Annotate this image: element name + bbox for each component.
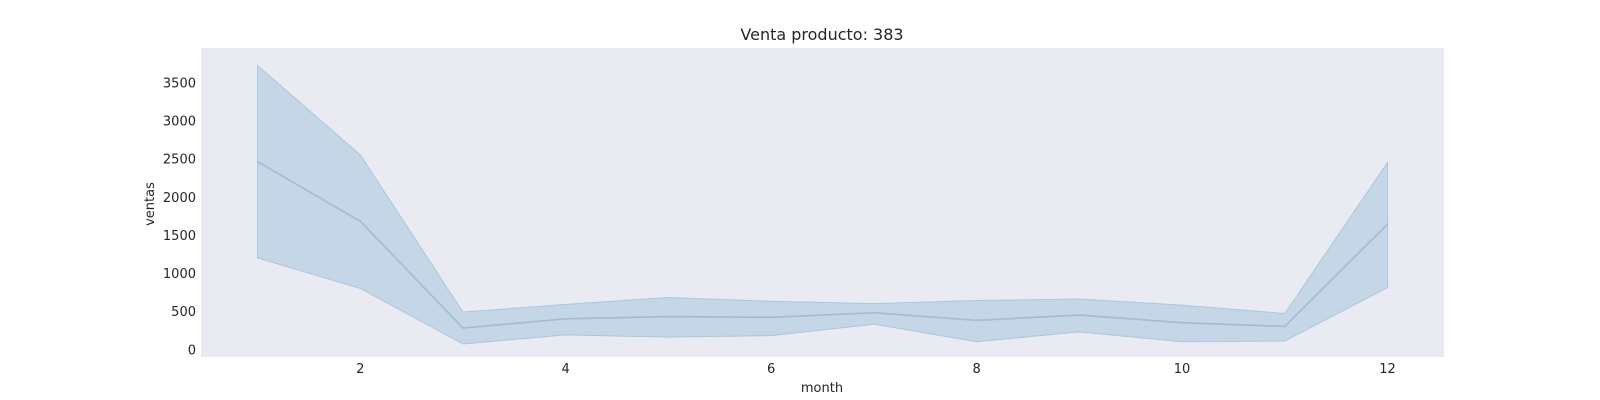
x-axis-ticks: 2 4 6 8 10 12 — [356, 362, 1396, 377]
chart-title: Venta producto: 383 — [740, 25, 903, 44]
y-tick-label: 0 — [188, 343, 196, 358]
y-tick-label: 1000 — [163, 267, 196, 282]
y-axis-label: ventas — [143, 182, 158, 226]
x-tick-label: 4 — [562, 362, 570, 377]
confidence-band-0 — [257, 64, 1388, 345]
x-tick-label: 8 — [972, 362, 980, 377]
x-tick-label: 12 — [1379, 362, 1396, 377]
y-tick-label: 2500 — [163, 153, 196, 168]
y-tick-label: 2000 — [163, 191, 196, 206]
y-tick-label: 500 — [171, 305, 196, 320]
series-line-layer — [257, 160, 1389, 329]
series-line-0 — [257, 160, 1389, 329]
y-tick-label: 3000 — [163, 114, 196, 129]
x-tick-label: 6 — [767, 362, 775, 377]
x-tick-label: 10 — [1174, 362, 1191, 377]
y-axis-ticks: 0 500 1000 1500 2000 2500 3000 3500 — [163, 76, 196, 358]
confidence-band-layer — [257, 64, 1388, 345]
y-tick-label: 3500 — [163, 76, 196, 91]
y-tick-label: 1500 — [163, 229, 196, 244]
x-axis-label: month — [801, 381, 843, 396]
x-tick-label: 2 — [356, 362, 364, 377]
